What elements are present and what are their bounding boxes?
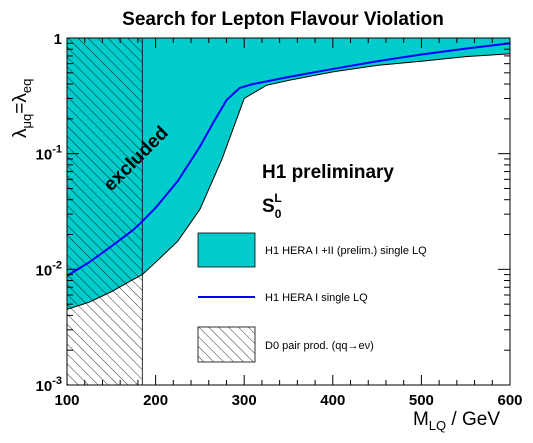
- plot-frame: [66, 37, 511, 386]
- model-label: S0L: [262, 191, 282, 221]
- chart-title: Search for Lepton Flavour Violation: [122, 9, 444, 30]
- hera-band-area: [67, 38, 510, 310]
- x-tick-labels: 100 200 300 400 500 600: [54, 392, 522, 409]
- x-tick-label: 500: [409, 392, 434, 409]
- x-tick-label: 100: [54, 392, 79, 409]
- x-tick-label: 200: [143, 392, 168, 409]
- x-tick-label: 400: [320, 392, 345, 409]
- y-tick-labels: 1 10-1 10-2 10-3: [36, 31, 62, 395]
- hera-band-lower-edge: [67, 53, 510, 310]
- legend-hatch-label: D0 pair prod. (qq→eν): [265, 340, 374, 352]
- legend-line-label: H1 HERA I single LQ: [265, 292, 368, 304]
- y-tick-label: 1: [54, 31, 62, 48]
- axis-ticks: [66, 38, 511, 386]
- legend-band-swatch: [197, 232, 256, 268]
- hera-i-limit-line: [67, 42, 510, 277]
- x-tick-label: 600: [497, 392, 522, 409]
- y-axis-label: λμq=λeq: [10, 79, 34, 138]
- x-tick-label: 300: [232, 392, 257, 409]
- d0-excluded-hatch-region: [67, 38, 143, 385]
- y-tick-label: 10-2: [36, 259, 62, 279]
- preliminary-label: H1 preliminary: [262, 162, 394, 183]
- x-axis-label: MLQ / GeV: [413, 409, 500, 433]
- y-tick-label: 10-1: [36, 144, 62, 164]
- y-tick-label: 10-3: [36, 375, 62, 395]
- legend-hatch-swatch: [197, 326, 256, 363]
- legend-band-label: H1 HERA I +II (prelim.) single LQ: [265, 245, 427, 257]
- legend: H1 HERA I +II (prelim.) single LQ H1 HER…: [197, 232, 427, 363]
